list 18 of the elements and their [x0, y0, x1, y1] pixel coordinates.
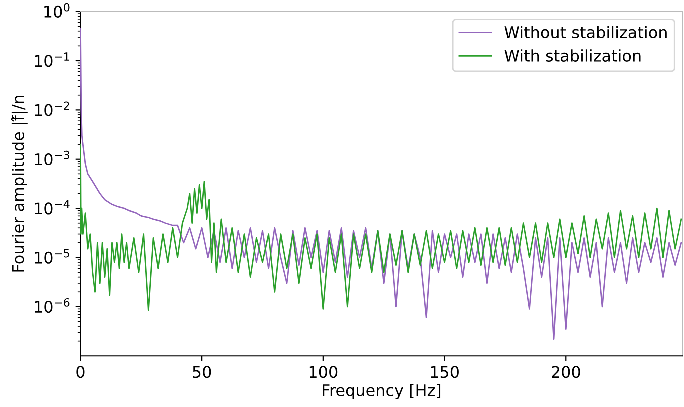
line-series	[80, 28, 682, 340]
x-tick-label: 0	[76, 366, 85, 378]
y-tick-label: 10$^{0}$	[44, 3, 70, 18]
y-tick-label: 10$^{−1}$	[35, 52, 70, 68]
y-tick-label: 10$^{−3}$	[35, 150, 70, 166]
legend-label: With stabilization	[504, 50, 641, 62]
x-tick-label: 150	[431, 366, 459, 378]
y-tick-label: 10$^{−5}$	[35, 249, 70, 264]
x-tick-label: 50	[193, 366, 212, 378]
line-series	[80, 144, 682, 312]
x-tick-label: 200	[552, 366, 580, 378]
y-tick-label: 10$^{−2}$	[35, 102, 70, 116]
x-axis-title: Frequency [Hz]	[323, 384, 441, 400]
x-tick-label: 100	[310, 366, 338, 378]
legend-label: Without stabilization	[504, 26, 667, 39]
y-tick-label: 10$^{−4}$	[35, 200, 70, 215]
y-axis-title: Fourier amplitude |f̂|/n	[11, 96, 28, 272]
y-tick-label: 10$^{−6}$	[35, 298, 70, 314]
